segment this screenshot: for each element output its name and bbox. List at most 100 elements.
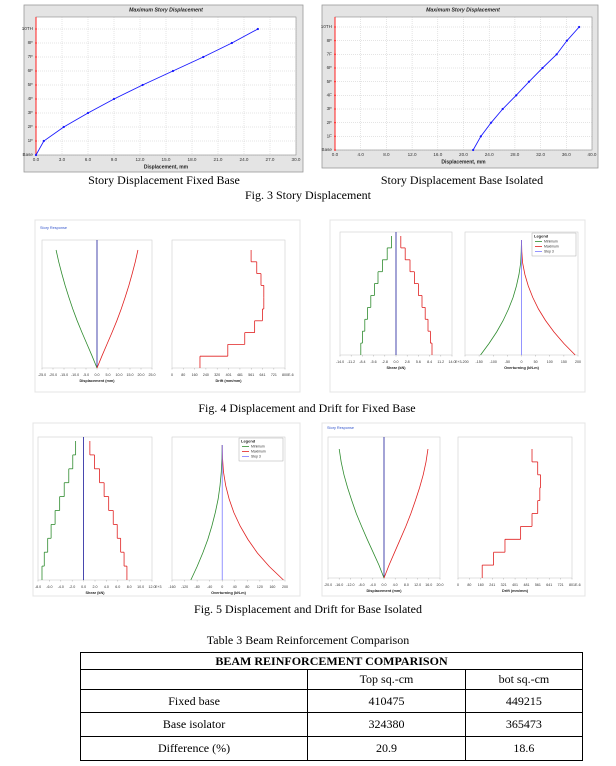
x-tick-label: 15.0 [162, 157, 171, 162]
series-line [190, 444, 223, 581]
x-tick-label: 160 [269, 585, 275, 589]
x-tick-label: 27.0 [266, 157, 275, 162]
x-tick-label: -200 [461, 360, 468, 364]
x-tick-label: 12.0 [136, 157, 145, 162]
y-tick-label: 3F [28, 110, 34, 115]
x-tick-label: 20.0 [437, 583, 444, 587]
x-tick-label: -8.0 [358, 583, 364, 587]
x-tick-label: 20.0 [459, 152, 468, 157]
y-tick-label: 3F [327, 106, 333, 111]
x-tick-label: -5.6 [370, 360, 376, 364]
x-tick-label: 0 [521, 360, 523, 364]
x-tick-label: 150 [561, 360, 567, 364]
series-line [383, 448, 429, 579]
x-tick-label: 2.8 [405, 360, 410, 364]
figure-caption: Fig. 3 Story Displacement [245, 188, 372, 202]
x-axis-label: Drift (mm/mm) [216, 379, 243, 383]
y-tick-label: 1F [327, 134, 333, 139]
x-tick-label: 80 [181, 373, 185, 377]
x-tick-label: 12.0 [408, 152, 417, 157]
legend-label: Maximum [251, 449, 266, 453]
y-tick-label: 5F [28, 82, 34, 87]
x-tick-label: 14.0 [449, 360, 456, 364]
y-tick-label: 4F [28, 96, 34, 101]
x-tick-label: -4.0 [370, 583, 376, 587]
legend-box [531, 232, 577, 257]
series-line [338, 448, 385, 579]
x-tick-label: 36.0 [562, 152, 571, 157]
point [42, 139, 45, 143]
table-cell: 449215 [464, 689, 584, 713]
point [62, 125, 65, 129]
x-tick-label: 80 [467, 583, 471, 587]
chart-title: Story Response [40, 226, 67, 230]
x-tick-label: 2.0 [93, 585, 98, 589]
x-tick-label: 16.0 [425, 583, 432, 587]
series-line [480, 239, 522, 356]
x-tick-label: 28.0 [510, 152, 519, 157]
x-tick-label: 0 [171, 373, 173, 377]
legend-box [238, 437, 284, 462]
subcaption: Story Displacement Fixed Base [88, 173, 240, 187]
x-multiplier: E-6 [575, 583, 581, 587]
y-tick-label: Base [322, 147, 333, 152]
y-tick-label: 6F [327, 65, 333, 70]
table-cell: 20.9 [307, 736, 466, 761]
x-tick-label: 80 [245, 585, 249, 589]
x-tick-label: 11.2 [437, 360, 444, 364]
point [230, 41, 233, 45]
x-axis-label: Displacement, mm [441, 159, 486, 165]
x-tick-label: 120 [257, 585, 263, 589]
point [541, 66, 544, 70]
x-tick-label: 561 [535, 583, 541, 587]
x-tick-label: 200 [575, 360, 581, 364]
point [515, 94, 518, 97]
x-tick-label: -8.0 [35, 585, 41, 589]
x-tick-label: 3.0 [59, 157, 66, 162]
x-tick-label: 561 [248, 373, 254, 377]
x-axis-label: Drift (mm/mm) [502, 589, 529, 593]
x-tick-label: 800 [282, 373, 288, 377]
x-tick-label: -15.0 [60, 373, 68, 377]
row-label: Fixed base [79, 689, 309, 713]
series-line [472, 26, 580, 151]
x-tick-label: 5.6 [416, 360, 421, 364]
y-tick-label: 10TH [22, 26, 33, 31]
table-cell [79, 669, 309, 690]
x-tick-label: 160 [192, 373, 198, 377]
series-line [55, 249, 98, 369]
x-tick-label: -11.2 [347, 360, 355, 364]
point [86, 111, 90, 115]
y-tick-label: 6F [28, 68, 34, 73]
series-line [96, 249, 139, 369]
x-tick-label: -50 [505, 360, 510, 364]
x-tick-label: 4.0 [393, 583, 398, 587]
point [202, 55, 205, 59]
x-tick-label: 641 [546, 583, 552, 587]
row-label: Difference (%) [79, 736, 309, 761]
point [34, 153, 38, 157]
x-tick-label: 0.0 [332, 152, 339, 157]
x-tick-label: 8.0 [127, 585, 132, 589]
x-tick-label: -80 [195, 585, 200, 589]
x-tick-label: -16.0 [335, 583, 343, 587]
x-tick-label: 12.0 [149, 585, 156, 589]
x-tick-label: 721 [558, 583, 564, 587]
x-tick-label: 641 [260, 373, 266, 377]
x-tick-label: 21.0 [214, 157, 223, 162]
point [112, 97, 116, 101]
x-tick-label: -14.0 [336, 360, 344, 364]
figure-caption: Fig. 4 Displacement and Drift for Fixed … [198, 401, 415, 415]
y-tick-label: 1F [28, 138, 34, 143]
x-tick-label: 0.0 [394, 360, 399, 364]
x-tick-label: 100 [547, 360, 553, 364]
x-tick-label: 240 [203, 373, 209, 377]
x-tick-label: 320 [214, 373, 220, 377]
x-tick-label: -25.0 [38, 373, 46, 377]
legend-label: Minimum [251, 444, 265, 448]
x-tick-label: 24.0 [485, 152, 494, 157]
x-tick-label: 24.0 [240, 157, 249, 162]
point [141, 83, 144, 87]
point [490, 121, 493, 124]
